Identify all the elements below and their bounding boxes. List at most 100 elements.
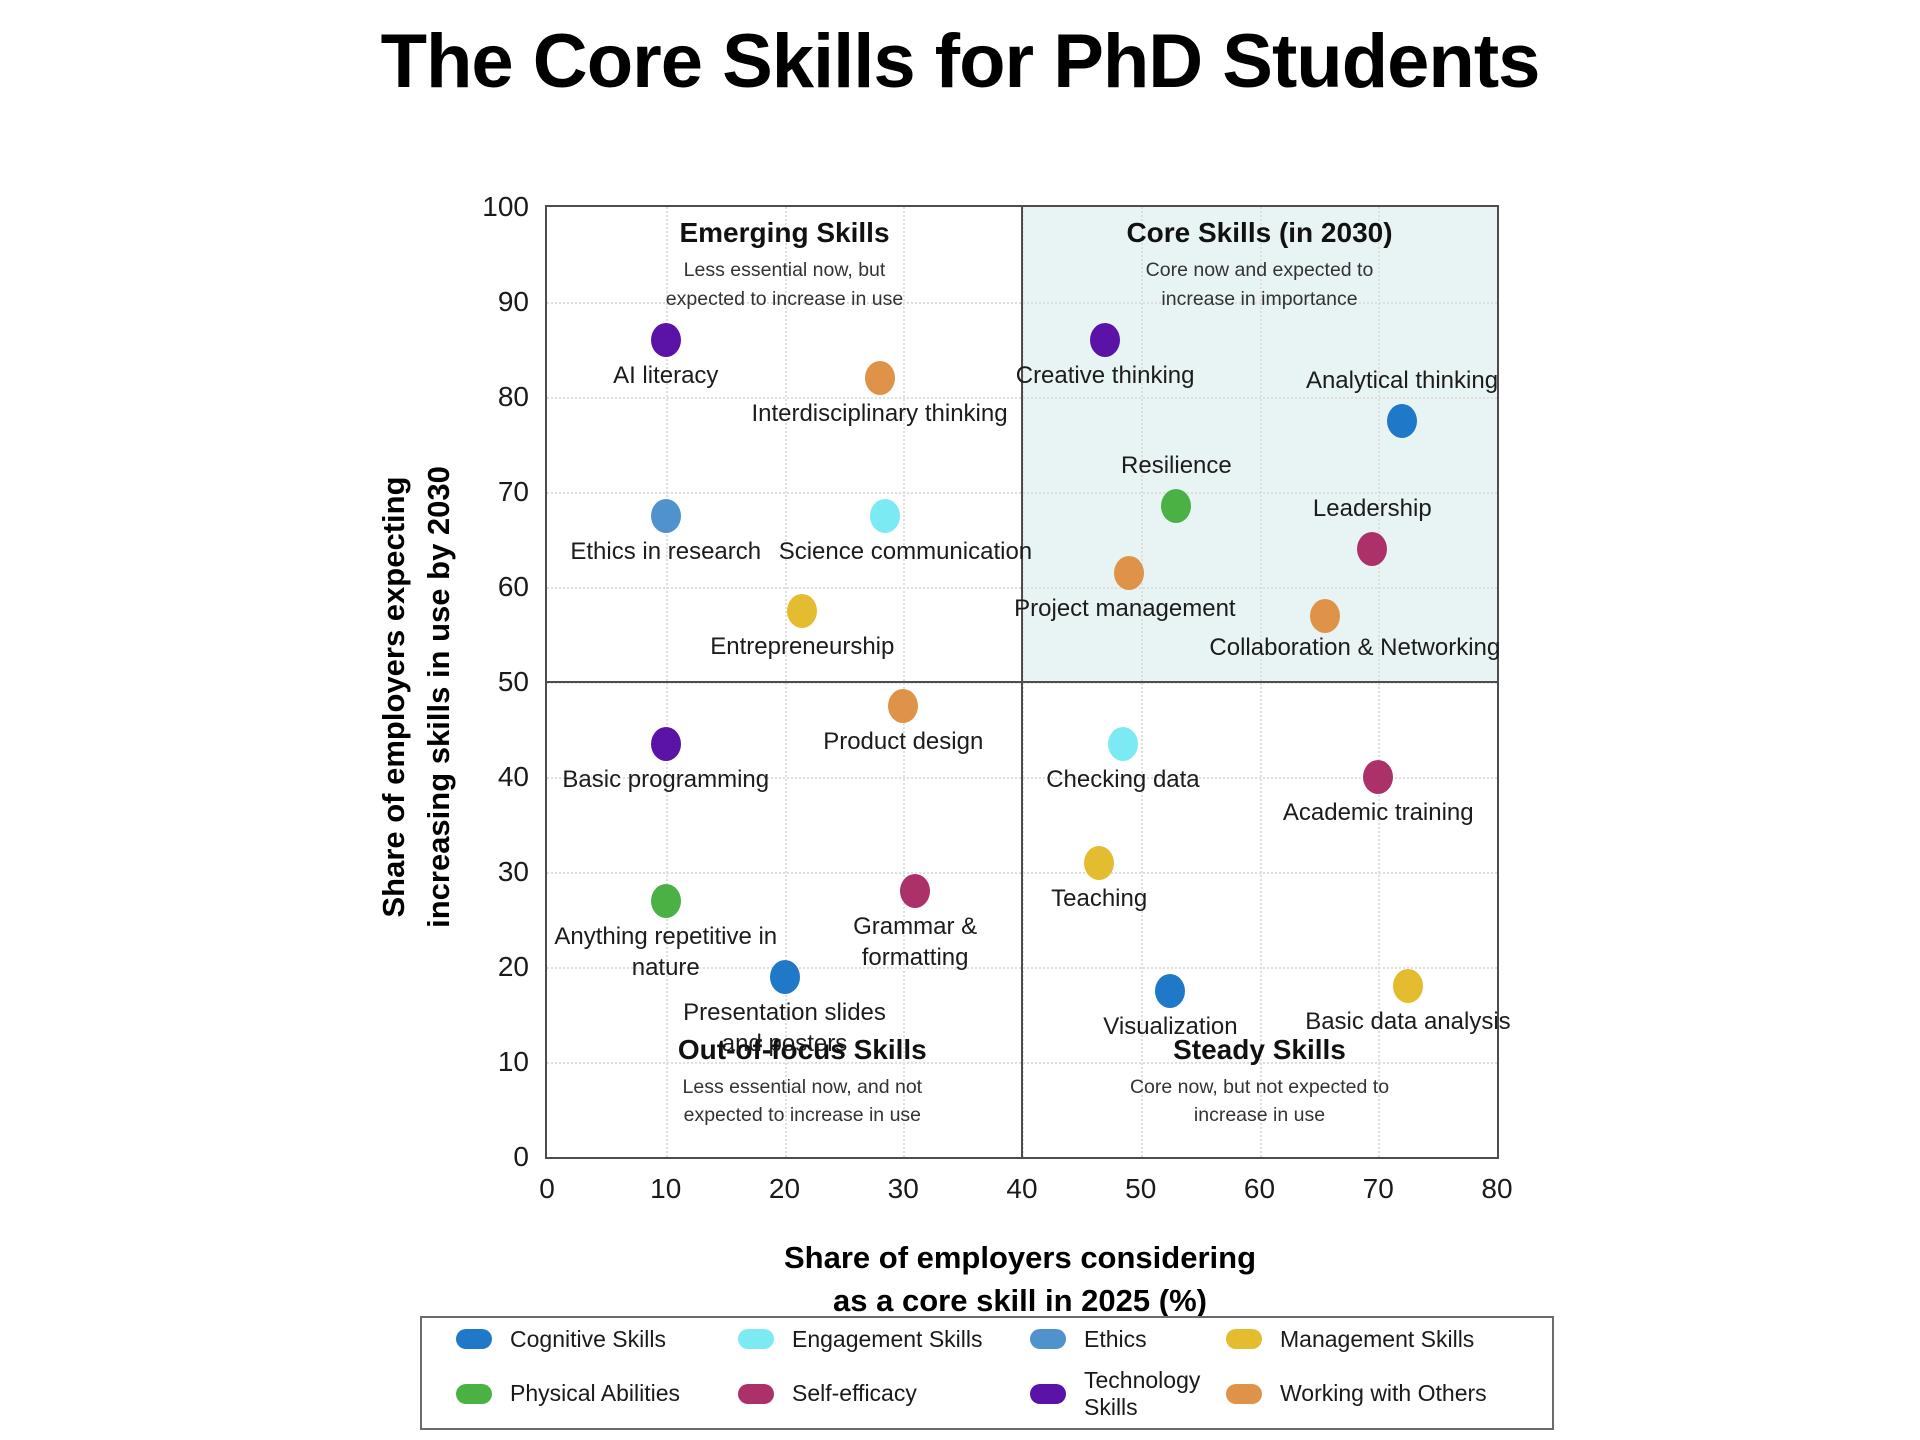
legend-swatch bbox=[456, 1383, 492, 1404]
data-point bbox=[1357, 532, 1388, 566]
data-point-label: Basic data analysis bbox=[1305, 1008, 1511, 1035]
quadrant-subtitle: Core now and expected to increase in imp… bbox=[1145, 259, 1374, 310]
data-point-label: Science communication bbox=[778, 537, 1033, 565]
data-point-label: Presentation slides and posters bbox=[683, 998, 886, 1057]
data-point bbox=[900, 874, 931, 908]
legend-label: Cognitive Skills bbox=[510, 1325, 666, 1352]
legend-swatch bbox=[738, 1383, 774, 1404]
data-point bbox=[1363, 760, 1394, 794]
quadrant-subtitle: Less essential now, but expected to incr… bbox=[665, 259, 904, 310]
quadrant-title: Steady Skills bbox=[1173, 1033, 1346, 1065]
data-point-label: Analytical thinking bbox=[1305, 366, 1499, 394]
legend-swatch bbox=[1226, 1329, 1262, 1349]
data-point bbox=[1309, 598, 1340, 633]
data-point bbox=[870, 498, 901, 533]
data-point-label: Entrepreneurship bbox=[710, 632, 895, 660]
y-tick-label: 70 bbox=[497, 476, 529, 507]
x-tick-label: 50 bbox=[1125, 1173, 1157, 1204]
legend-item: Management Skills bbox=[1226, 1326, 1552, 1353]
legend-item: Engagement Skills bbox=[738, 1326, 1030, 1353]
data-point-label: AI literacy bbox=[613, 362, 719, 389]
legend-swatch bbox=[738, 1329, 774, 1349]
data-point bbox=[1387, 403, 1417, 438]
y-tick-label: 40 bbox=[497, 761, 529, 792]
legend-label: Engagement Skills bbox=[792, 1325, 983, 1352]
legend-label: Physical Abilities bbox=[510, 1380, 681, 1406]
quadrant-divider-horizontal bbox=[547, 681, 1497, 683]
data-point-label: Project management bbox=[1014, 594, 1236, 622]
data-point bbox=[769, 959, 800, 994]
data-point-label: Teaching bbox=[1051, 884, 1148, 912]
legend-item: Technology Skills bbox=[1030, 1367, 1226, 1421]
legend-label: Ethics bbox=[1084, 1325, 1147, 1352]
quadrant-title: Out-of-focus Skills bbox=[677, 1033, 927, 1065]
legend-item: Working with Others bbox=[1226, 1367, 1552, 1421]
quadrant-subtitle: Less essential now, and not expected to … bbox=[682, 1075, 923, 1126]
data-point bbox=[650, 323, 681, 357]
legend-swatch bbox=[1030, 1329, 1066, 1349]
x-axis-title: Share of employers considering as a core… bbox=[783, 1240, 1257, 1319]
plot-area: 0 10 20 30 40 50 60 70 80 0 10 20 30 40 50 60 70 80 90 100 E… bbox=[482, 191, 1512, 1204]
x-tick-label: 70 bbox=[1362, 1173, 1394, 1204]
legend-item: Cognitive Skills bbox=[456, 1326, 738, 1353]
x-tick-label: 10 bbox=[650, 1173, 682, 1204]
data-point bbox=[650, 498, 681, 533]
y-tick-label: 90 bbox=[497, 286, 529, 317]
y-tick-label: 50 bbox=[497, 666, 529, 697]
data-point bbox=[650, 883, 681, 918]
quadrant-title: Core Skills (in 2030) bbox=[1126, 217, 1393, 249]
y-tick-label: 0 bbox=[513, 1141, 529, 1172]
y-tick-label: 10 bbox=[497, 1046, 529, 1077]
quadrant-note-emerging: Emerging Skills Less essential now, but e… bbox=[545, 217, 1025, 313]
data-point-label: Collaboration & Networking bbox=[1209, 633, 1501, 661]
data-point bbox=[1090, 323, 1121, 357]
data-point bbox=[1084, 845, 1115, 880]
data-point bbox=[1161, 489, 1192, 524]
legend-label: Self-efficacy bbox=[792, 1380, 917, 1406]
data-point-label: Checking data bbox=[1046, 765, 1200, 793]
y-tick-label: 30 bbox=[497, 856, 529, 887]
legend-label: Technology Skills bbox=[1084, 1366, 1201, 1420]
data-point-label: Anything repetitive in nature bbox=[554, 922, 778, 981]
data-point bbox=[1107, 726, 1138, 761]
data-point bbox=[888, 688, 919, 723]
legend: Cognitive Skills Engagement Skills Ethics M… bbox=[420, 1316, 1554, 1430]
data-point bbox=[787, 593, 818, 628]
quadrant-note-out-of-focus: Out-of-focus Skills Less essential now, a… bbox=[562, 1034, 1042, 1130]
data-point bbox=[864, 361, 895, 395]
legend-label: Working with Others bbox=[1280, 1380, 1487, 1406]
data-point-label: Interdisciplinary thinking bbox=[751, 400, 1008, 427]
data-point bbox=[1392, 969, 1423, 1003]
x-tick-label: 80 bbox=[1481, 1173, 1513, 1204]
quadrant-note-steady: Steady Skills Core now, but not expected … bbox=[1020, 1034, 1500, 1130]
data-point-label: Leadership bbox=[1312, 495, 1432, 522]
quadrant-note-core: Core Skills (in 2030) Core now and expect… bbox=[1020, 217, 1500, 313]
data-point-label: Resilience bbox=[1121, 452, 1232, 480]
x-tick-label: 0 bbox=[539, 1173, 555, 1204]
data-point-label: Academic training bbox=[1282, 799, 1474, 826]
data-point-label: Product design bbox=[823, 727, 984, 755]
page-title: The Core Skills for PhD Students bbox=[380, 19, 1541, 104]
y-axis-title: Share of employers expecting increasing … bbox=[376, 466, 456, 928]
legend-swatch bbox=[456, 1329, 492, 1349]
x-tick-label: 20 bbox=[768, 1173, 801, 1204]
data-point bbox=[650, 726, 681, 761]
x-tick-label: 60 bbox=[1243, 1173, 1276, 1204]
data-point-label: Basic programming bbox=[562, 765, 770, 793]
data-point-label: Visualization bbox=[1103, 1012, 1238, 1040]
quadrant-subtitle: Core now, but not expected to increase i… bbox=[1129, 1075, 1390, 1126]
y-tick-label: 80 bbox=[497, 381, 529, 412]
legend-swatch bbox=[1226, 1383, 1262, 1404]
data-point-label: Creative thinking bbox=[1015, 362, 1195, 389]
data-point-label: Ethics in research bbox=[570, 537, 762, 565]
x-tick-label: 40 bbox=[1006, 1173, 1038, 1204]
y-tick-label: 60 bbox=[497, 571, 529, 602]
data-point bbox=[1113, 555, 1144, 590]
data-point-label: Grammar & formatting bbox=[853, 913, 978, 972]
y-tick-label: 100 bbox=[482, 191, 529, 222]
x-tick-label: 30 bbox=[887, 1173, 919, 1204]
data-point bbox=[1155, 973, 1186, 1008]
legend-item: Physical Abilities bbox=[456, 1367, 738, 1421]
legend-item: Ethics bbox=[1030, 1326, 1226, 1353]
